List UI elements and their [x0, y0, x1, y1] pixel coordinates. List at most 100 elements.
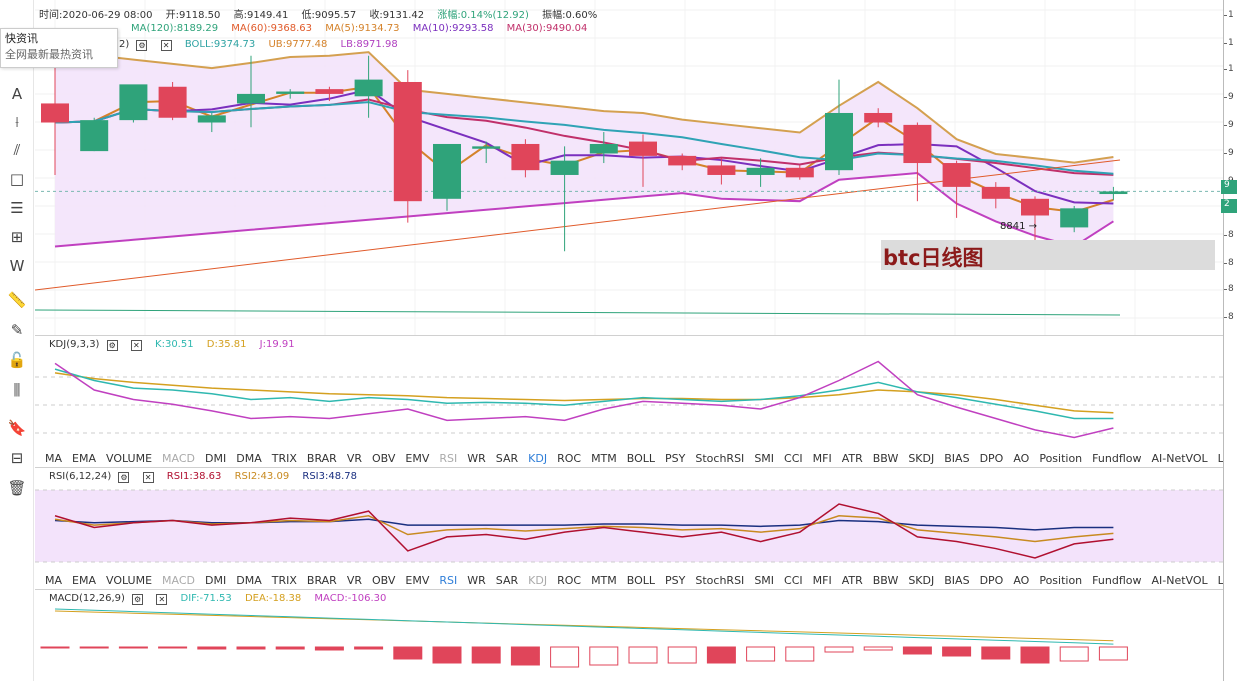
drawing-tool-icon[interactable]: ⊞ — [10, 228, 24, 246]
indicator-tab[interactable]: DMA — [236, 574, 262, 587]
indicator-tab[interactable]: BOLL — [626, 452, 656, 465]
indicator-tab[interactable]: RSI — [439, 574, 458, 587]
indicator-tab[interactable]: DMA — [236, 452, 262, 465]
boll-close-icon[interactable]: ✕ — [160, 40, 172, 51]
macd-histogram-bar — [354, 646, 384, 650]
indicator-tab[interactable]: AO — [1013, 452, 1030, 465]
indicator-tab[interactable]: TRIX — [271, 574, 297, 587]
indicator-tab[interactable]: BIAS — [944, 452, 970, 465]
rsi-close-icon[interactable]: ✕ — [142, 472, 154, 483]
indicator-tab[interactable]: DPO — [979, 574, 1004, 587]
indicator-tab[interactable]: DPO — [979, 452, 1004, 465]
indicator-tab[interactable]: EMA — [72, 574, 96, 587]
drawing-tool-icon[interactable]: ⫼ — [13, 381, 21, 399]
indicator-tab[interactable]: BBW — [872, 574, 899, 587]
indicator-tab[interactable]: ATR — [841, 574, 863, 587]
drawing-tool-icon[interactable]: A — [11, 85, 23, 103]
rsi-chart[interactable] — [35, 484, 1223, 572]
indicator-tab[interactable]: MA — [45, 574, 63, 587]
indicator-tab[interactable]: WR — [467, 452, 486, 465]
price-tag: 9 — [1221, 180, 1237, 194]
drawing-tool-icon[interactable]: ✎ — [10, 321, 24, 339]
indicator-tab[interactable]: VOLUME — [105, 574, 153, 587]
indicator-tab[interactable]: MFI — [812, 574, 832, 587]
indicator-tab[interactable]: AO — [1013, 574, 1030, 587]
indicator-tab[interactable]: VR — [346, 574, 362, 587]
indicator-tab[interactable]: EMV — [405, 452, 430, 465]
macd-settings-icon[interactable]: ⚙ — [132, 594, 144, 605]
indicator-tab[interactable]: OBV — [372, 574, 396, 587]
indicator-tab[interactable]: StochRSI — [695, 574, 745, 587]
indicator-tab[interactable]: RSI — [439, 452, 458, 465]
indicator-tab[interactable]: MTM — [591, 574, 617, 587]
indicator-tab[interactable]: SMI — [754, 452, 775, 465]
kdj-chart[interactable] — [35, 352, 1223, 447]
indicator-tab[interactable]: OBV — [372, 452, 396, 465]
drawing-tool-icon[interactable]: 🔓 — [7, 351, 27, 369]
indicator-tab[interactable]: MFI — [812, 452, 832, 465]
indicator-tab[interactable]: MTM — [591, 452, 617, 465]
indicator-tab[interactable]: CCI — [784, 452, 803, 465]
drawing-tool-icon[interactable]: ⟊ — [15, 113, 19, 131]
indicator-tab[interactable]: SAR — [495, 574, 519, 587]
indicator-tab[interactable]: TRIX — [271, 452, 297, 465]
kdj-settings-icon[interactable]: ⚙ — [106, 340, 118, 351]
price-chart[interactable] — [35, 0, 1223, 335]
indicator-tab[interactable]: KDJ — [528, 452, 548, 465]
indicator-tab[interactable]: Position — [1039, 452, 1083, 465]
macd-chart[interactable] — [35, 605, 1223, 675]
indicator-tab[interactable]: VOLUME — [105, 452, 153, 465]
indicator-tab[interactable]: Position — [1039, 574, 1083, 587]
amplitude-label: 振幅:0.60% — [542, 10, 598, 21]
drawing-tool-icon[interactable]: 🗑 — [7, 479, 27, 497]
indicator-tab[interactable]: AI-NetVOL — [1151, 574, 1208, 587]
kdj-close-icon[interactable]: ✕ — [130, 340, 142, 351]
indicator-tab[interactable]: SKDJ — [908, 452, 935, 465]
drawing-tool-icon[interactable]: 🔖 — [7, 419, 27, 437]
indicator-tab[interactable]: BBW — [872, 452, 899, 465]
drawing-tool-icon[interactable]: 📏 — [7, 291, 27, 309]
drawing-tool-icon[interactable]: ☰ — [10, 199, 24, 217]
indicator-tab[interactable]: BRAR — [306, 452, 337, 465]
indicator-tab[interactable]: DMI — [205, 452, 227, 465]
indicator-tab[interactable]: ATR — [841, 452, 863, 465]
indicator-tab[interactable]: Fundflow — [1092, 574, 1142, 587]
indicator-tab[interactable]: WR — [467, 574, 486, 587]
indicator-tab[interactable]: SKDJ — [908, 574, 935, 587]
indicator-tab[interactable]: EMV — [405, 574, 430, 587]
drawing-tool-icon[interactable]: ⫽ — [13, 141, 21, 159]
indicator-tab[interactable]: AI-NetVOL — [1151, 452, 1208, 465]
indicator-tab[interactable]: MACD — [162, 574, 196, 587]
indicator-tab[interactable]: MACD — [162, 452, 196, 465]
indicator-tab[interactable]: ROC — [557, 452, 582, 465]
macd-name: MACD(12,26,9) — [49, 593, 125, 604]
indicator-tab[interactable]: CCI — [784, 574, 803, 587]
indicator-tab[interactable]: ROC — [557, 574, 582, 587]
boll-prefix: 2) — [119, 39, 130, 50]
indicator-tab[interactable]: Fundflow — [1092, 452, 1142, 465]
indicator-tab[interactable]: MA — [45, 452, 63, 465]
indicator-tab[interactable]: BOLL — [626, 574, 656, 587]
indicator-tab[interactable]: EMA — [72, 452, 96, 465]
indicator-tab[interactable]: VR — [346, 452, 362, 465]
rsi-settings-icon[interactable]: ⚙ — [118, 472, 130, 483]
indicator-tab[interactable]: SMI — [754, 574, 775, 587]
boll-settings-icon[interactable]: ⚙ — [136, 40, 148, 51]
indicator-tab[interactable]: BRAR — [306, 574, 337, 587]
indicator-tab[interactable]: KDJ — [528, 574, 548, 587]
drawing-tool-icon[interactable]: ⊟ — [10, 449, 24, 467]
news-popup[interactable]: 快资讯 全网最新最热资讯 — [0, 28, 118, 68]
indicator-tab[interactable]: BIAS — [944, 574, 970, 587]
chart-area[interactable]: 时间:2020-06-29 08:00 开:9118.50 高:9149.41 … — [35, 0, 1237, 681]
indicator-tab[interactable]: DMI — [205, 574, 227, 587]
indicator-tab[interactable]: PSY — [665, 574, 686, 587]
drawing-tool-icon[interactable]: □ — [9, 170, 25, 188]
indicator-tab[interactable]: PSY — [665, 452, 686, 465]
price-axis[interactable]: 111999998888 — [1223, 0, 1237, 681]
indicator-tab[interactable]: SAR — [495, 452, 519, 465]
indicator-tab[interactable]: StochRSI — [695, 452, 745, 465]
ohlc-header: 时间:2020-06-29 08:00 开:9118.50 高:9149.41 … — [39, 6, 607, 21]
candle-body — [707, 165, 736, 175]
drawing-tool-icon[interactable]: W — [9, 257, 25, 275]
macd-close-icon[interactable]: ✕ — [156, 594, 168, 605]
